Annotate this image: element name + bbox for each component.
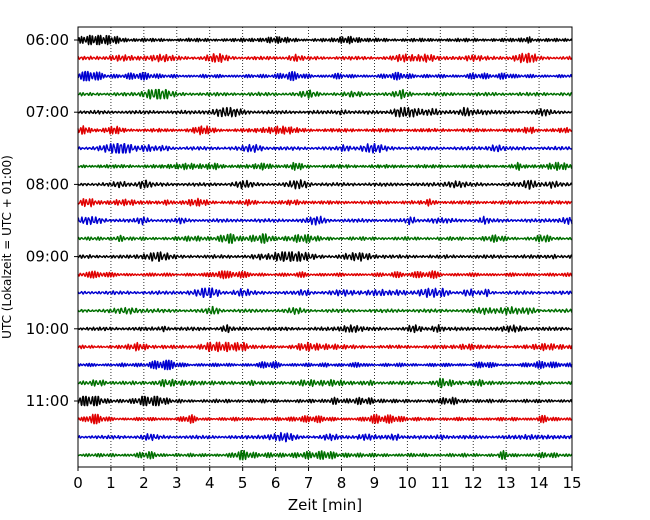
plot-frame [77, 26, 573, 468]
seismic-trace [77, 395, 573, 407]
seismic-trace [77, 305, 573, 316]
seismic-trace [77, 270, 573, 280]
grid-lines [110, 27, 540, 467]
traces [77, 34, 573, 461]
x-axis: 0 1 2 3 4 5 6 7 8 9 10 11 12 13 14 15 [73, 467, 582, 492]
seismic-trace [77, 52, 573, 64]
y-tick-label: 08:00 [26, 175, 69, 193]
x-tick-label: 7 [304, 474, 314, 492]
seismic-trace [77, 215, 573, 226]
x-tick-label: 13 [497, 474, 516, 492]
y-axis: 06:00 07:00 08:00 09:00 10:00 11:00 [26, 31, 78, 410]
x-tick-label: 12 [464, 474, 483, 492]
seismic-trace [77, 324, 573, 334]
x-tick-label: 2 [139, 474, 149, 492]
seismic-trace [77, 179, 573, 190]
x-tick-label: 6 [271, 474, 281, 492]
y-tick-label: 11:00 [26, 392, 69, 410]
seismic-trace [77, 125, 573, 136]
seismic-trace [77, 70, 573, 82]
y-axis-label: UTC (Lokalzeit = UTC + 01:00) [0, 155, 14, 339]
seismic-trace [77, 106, 573, 118]
y-tick-label: 07:00 [26, 103, 69, 121]
x-tick-label: 14 [530, 474, 549, 492]
plot-area [78, 27, 572, 467]
seismic-trace [77, 359, 573, 371]
seismic-trace [77, 142, 573, 154]
x-tick-label: 1 [106, 474, 116, 492]
y-tick-label: 06:00 [26, 31, 69, 49]
x-axis-label: Zeit [min] [288, 496, 362, 514]
seismic-trace [77, 88, 573, 100]
x-tick-label: 4 [205, 474, 215, 492]
y-tick-label: 10:00 [26, 320, 69, 338]
x-tick-label: 5 [238, 474, 248, 492]
x-tick-label: 15 [562, 474, 581, 492]
x-tick-label: 11 [431, 474, 450, 492]
x-tick-label: 10 [398, 474, 417, 492]
seismic-trace [77, 251, 573, 262]
y-tick-label: 09:00 [26, 248, 69, 266]
x-tick-label: 3 [172, 474, 182, 492]
seismic-trace [77, 34, 573, 46]
seismic-trace [77, 197, 573, 208]
seismic-trace [77, 161, 573, 172]
x-tick-label: 0 [73, 474, 83, 492]
seismic-trace [77, 233, 573, 244]
seismic-trace [77, 413, 573, 425]
x-tick-label: 9 [370, 474, 380, 492]
seismic-trace [77, 287, 573, 298]
seismic-trace [77, 377, 573, 389]
seismic-trace [77, 449, 573, 461]
x-tick-label: 8 [337, 474, 347, 492]
seismic-trace [77, 341, 573, 353]
seismic-trace [77, 431, 573, 443]
